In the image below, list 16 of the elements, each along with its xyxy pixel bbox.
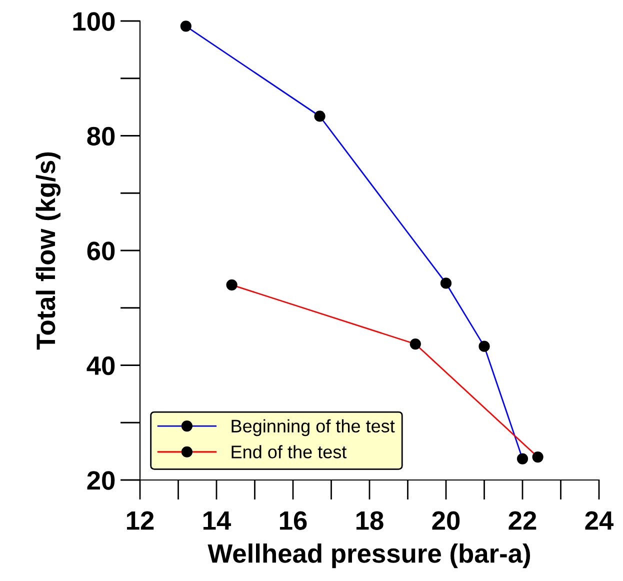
y-tick-label: 20	[87, 471, 115, 490]
y-axis-title: Total flow (kg/s)	[36, 152, 61, 350]
y-tick-label: 100	[73, 12, 115, 31]
y-tick-label: 40	[86, 356, 115, 376]
x-tick-label: 16	[280, 511, 307, 530]
y-tick-label: 80	[87, 126, 115, 146]
x-tick-label: 12	[126, 511, 154, 530]
x-tick-label: 20	[432, 511, 460, 530]
x-axis-title: Wellhead pressure (bar-a)	[208, 543, 530, 568]
x-tick-label: 14	[203, 512, 232, 530]
x-tick-label: 22	[508, 511, 536, 530]
x-tick-label: 18	[356, 511, 384, 530]
legend-label: End of the test	[232, 445, 347, 458]
x-tick-label: 24	[585, 511, 614, 530]
y-tick-label: 60	[87, 242, 115, 260]
legend-label: Beginning of the test	[232, 419, 395, 436]
